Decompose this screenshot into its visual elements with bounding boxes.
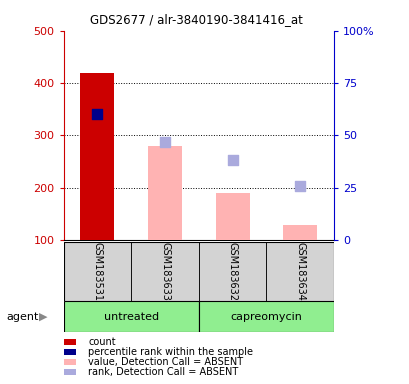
Point [229,157,235,164]
Text: capreomycin: capreomycin [230,312,302,322]
Bar [215,193,249,240]
Bar [131,242,198,301]
Text: agent: agent [6,312,38,322]
Text: GSM183531: GSM183531 [92,242,102,301]
Bar [80,73,114,240]
Bar [266,242,333,301]
Bar [63,301,198,332]
Bar [198,301,333,332]
Text: ▶: ▶ [39,312,47,322]
Bar [63,242,131,301]
Text: GSM183634: GSM183634 [294,242,305,301]
Point [94,111,100,118]
Text: GDS2677 / alr-3840190-3841416_at: GDS2677 / alr-3840190-3841416_at [90,13,303,26]
Point [296,182,303,189]
Text: count: count [88,337,115,347]
Text: GSM183632: GSM183632 [227,242,237,301]
Text: GSM183633: GSM183633 [160,242,170,301]
Point [161,139,168,145]
Bar [148,146,182,240]
Bar [283,225,317,240]
Text: rank, Detection Call = ABSENT: rank, Detection Call = ABSENT [88,367,238,377]
Text: percentile rank within the sample: percentile rank within the sample [88,347,252,357]
Bar [198,242,266,301]
Text: untreated: untreated [103,312,158,322]
Text: value, Detection Call = ABSENT: value, Detection Call = ABSENT [88,357,243,367]
